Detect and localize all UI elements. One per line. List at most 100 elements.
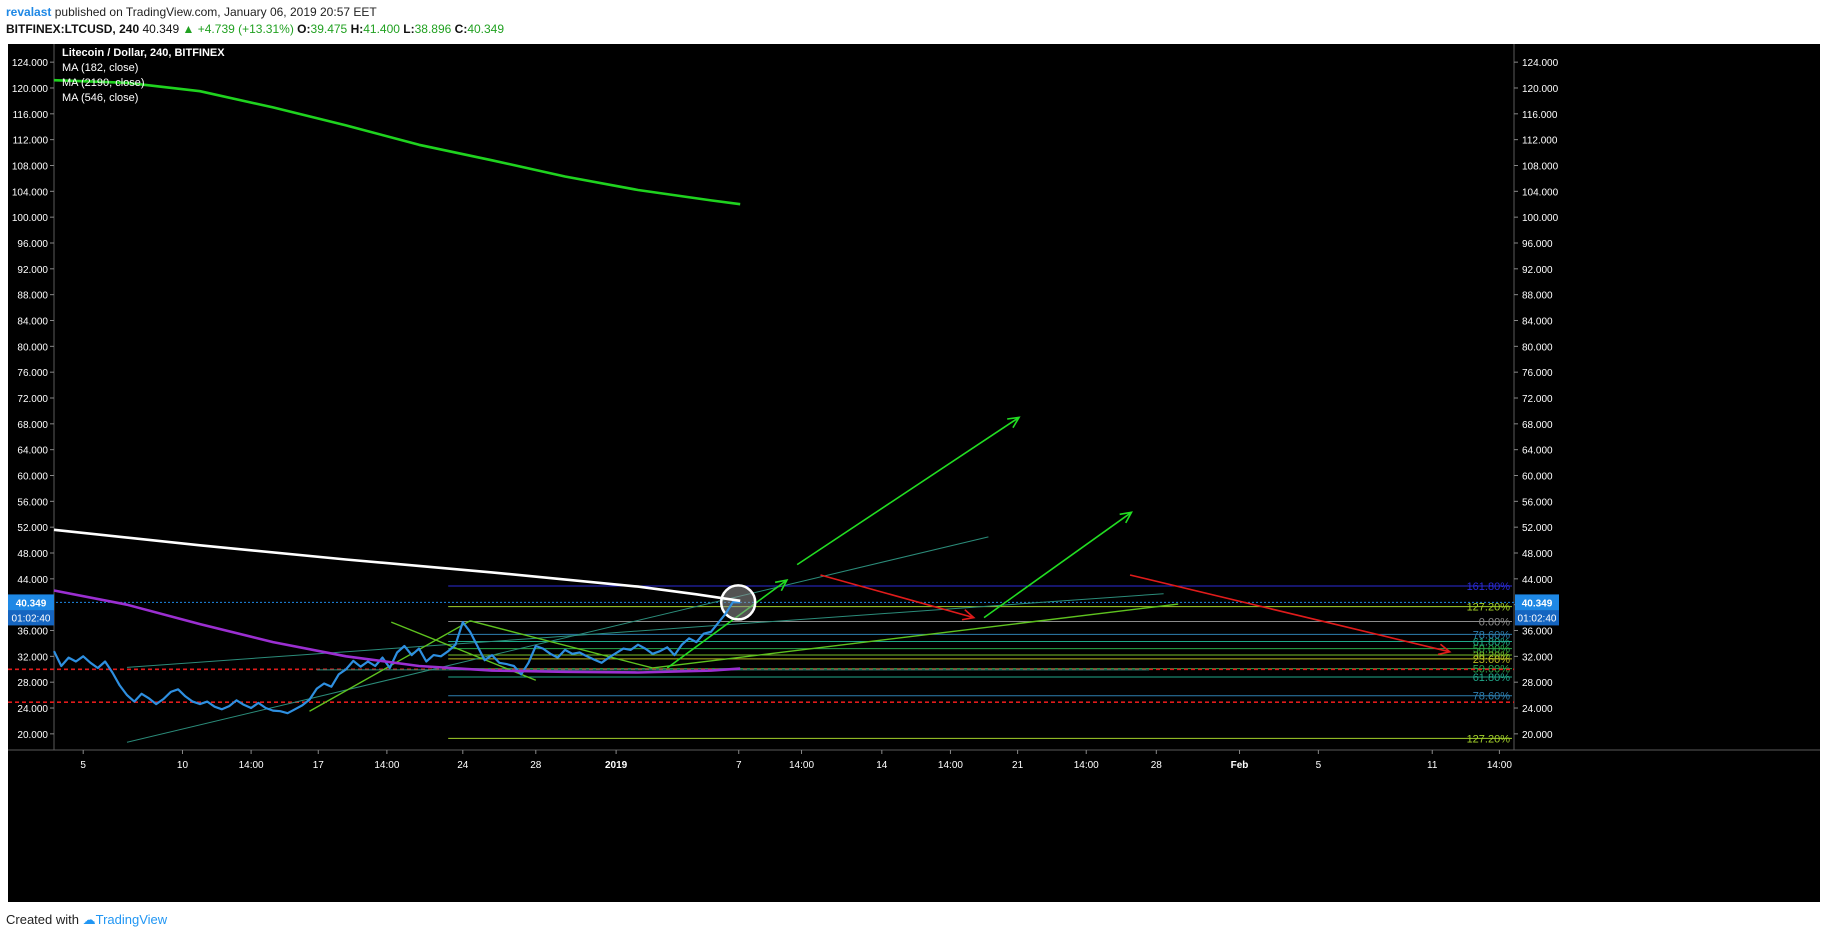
tradingview-logo-icon: ☁	[82, 912, 96, 927]
red-arrow-head	[961, 609, 976, 621]
y-tick-label-left: 64.000	[17, 446, 48, 457]
x-tick-label: 24	[457, 760, 469, 771]
y-tick-label-right: 56.000	[1522, 497, 1553, 508]
y-tick-label-left: 36.000	[17, 627, 48, 638]
green-arrow-head	[1007, 416, 1021, 429]
legend-study-3[interactable]: MA (546, close)	[62, 92, 138, 104]
y-tick-label-left: 24.000	[17, 704, 48, 715]
green-arrow-head	[1119, 511, 1133, 524]
fib-level-label: 0.00%	[1479, 616, 1510, 628]
y-tick-label-right: 32.000	[1522, 652, 1553, 663]
x-tick-label: 14:00	[789, 760, 814, 771]
red-arrow-head	[1437, 643, 1452, 656]
red-arrow	[820, 574, 975, 619]
y-tick-label-right: 68.000	[1522, 420, 1553, 431]
up-triangle-icon: ▲	[182, 22, 195, 36]
x-tick-label: 2019	[605, 760, 628, 771]
x-tick-label: 14:00	[1074, 760, 1099, 771]
y-tick-label-right: 64.000	[1522, 446, 1553, 457]
fib-level-label: 50.00%	[1473, 664, 1511, 676]
ohlc-bar: BITFINEX:LTCUSD, 240 40.349 ▲ +4.739 (+1…	[6, 22, 504, 36]
x-tick-label: 28	[1151, 760, 1163, 771]
fib-level-label: 161.80%	[1467, 581, 1511, 593]
fib-level-label: 78.60%	[1473, 691, 1511, 703]
high-value: 41.400	[363, 22, 400, 36]
x-tick-label: 14:00	[239, 760, 264, 771]
y-tick-label-right: 52.000	[1522, 523, 1553, 534]
y-tick-label-left: 68.000	[17, 420, 48, 431]
created-with-text: Created with	[6, 912, 79, 927]
trend-channel-line	[126, 536, 989, 743]
y-tick-label-right: 60.000	[1522, 472, 1553, 483]
chart-svg[interactable]: 124.000 124.000 120.000 120.000 116.000 116.0…	[8, 44, 1820, 902]
y-tick-label-right: 112.000	[1522, 136, 1558, 147]
x-tick-label: 10	[177, 760, 189, 771]
y-tick-label-right: 96.000	[1522, 239, 1553, 250]
legend-study-2[interactable]: MA (2190, close)	[62, 77, 145, 89]
y-tick-label-left: 32.000	[17, 652, 48, 663]
last-price-badge-left	[8, 594, 54, 611]
fib-level-label: 61.80%	[1473, 636, 1511, 648]
fib-level-label: 50.00%	[1473, 644, 1511, 656]
y-tick-label-right: 80.000	[1522, 342, 1553, 353]
moving-average-line[interactable]	[53, 528, 741, 603]
y-tick-label-right: 116.000	[1522, 110, 1558, 121]
y-tick-label-left: 72.000	[17, 394, 48, 405]
green-arrow	[796, 416, 1020, 566]
last-price-label-left: 40.349	[16, 598, 47, 609]
countdown-badge-left	[8, 610, 54, 626]
last-price: 40.349	[142, 22, 180, 36]
y-tick-label-left: 44.000	[17, 575, 48, 586]
open-value: 39.475	[310, 22, 348, 36]
fib-level-label: 127.20%	[1467, 733, 1511, 745]
low-label: L:	[403, 22, 415, 36]
y-tick-label-left: 104.000	[12, 187, 49, 198]
y-tick-label-left: 76.000	[17, 368, 48, 379]
moving-average-line[interactable]	[53, 78, 741, 206]
price-change: +4.739 (+13.31%)	[197, 22, 294, 36]
y-tick-label-left: 100.000	[12, 213, 49, 224]
y-tick-label-right: 76.000	[1522, 368, 1553, 379]
y-tick-label-right: 92.000	[1522, 265, 1553, 276]
x-tick-label: 7	[736, 760, 742, 771]
price-line[interactable]	[53, 600, 741, 715]
y-tick-label-left: 28.000	[17, 678, 48, 689]
y-tick-label-right: 124.000	[1522, 58, 1559, 69]
y-tick-label-left: 96.000	[17, 239, 48, 250]
trend-channel-line	[126, 593, 1164, 668]
y-tick-label-left: 92.000	[17, 265, 48, 276]
green-arrow-head	[774, 579, 789, 592]
publish-text: published on TradingView.com, January 06…	[54, 5, 377, 19]
y-tick-label-right: 36.000	[1522, 627, 1553, 638]
wedge-line	[652, 603, 1179, 669]
y-tick-label-right: 120.000	[1522, 84, 1559, 95]
low-value: 38.896	[414, 22, 452, 36]
y-tick-label-left: 88.000	[17, 291, 48, 302]
y-tick-label-left: 48.000	[17, 549, 48, 560]
y-tick-label-left: 124.000	[12, 58, 49, 69]
last-price-badge-right	[1515, 594, 1559, 611]
x-tick-label: 5	[1316, 760, 1322, 771]
y-tick-label-right: 20.000	[1522, 730, 1553, 741]
tradingview-brand[interactable]: TradingView	[95, 912, 168, 927]
wedge-line	[469, 620, 653, 669]
legend-study-1[interactable]: MA (182, close)	[62, 62, 138, 74]
green-arrow	[666, 579, 788, 669]
close-label: C:	[454, 22, 468, 36]
author-link[interactable]: revalast	[6, 5, 52, 19]
y-tick-label-right: 28.000	[1522, 678, 1553, 689]
high-label: H:	[350, 22, 364, 36]
y-tick-label-left: 84.000	[17, 316, 48, 327]
footer: Created with ☁TradingView	[6, 912, 167, 928]
countdown-label-left: 01:02:40	[12, 613, 51, 624]
y-tick-label-left: 20.000	[17, 730, 48, 741]
y-tick-label-right: 104.000	[1522, 187, 1559, 198]
fib-level-label: 23.60%	[1473, 654, 1511, 666]
moving-average-line[interactable]	[53, 589, 741, 674]
x-tick-label: 17	[313, 760, 325, 771]
x-tick-label: 11	[1427, 760, 1438, 771]
y-tick-label-left: 120.000	[12, 84, 49, 95]
y-tick-label-left: 108.000	[12, 161, 49, 172]
y-tick-label-right: 88.000	[1522, 291, 1553, 302]
chart-canvas[interactable]: 124.000 124.000 120.000 120.000 116.000 116.0…	[8, 44, 1820, 902]
